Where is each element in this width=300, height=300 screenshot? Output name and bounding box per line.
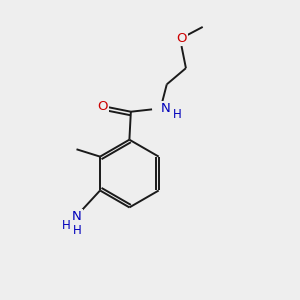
Text: H: H xyxy=(62,219,70,232)
Text: O: O xyxy=(176,32,187,45)
Text: H: H xyxy=(173,108,182,121)
Text: O: O xyxy=(97,100,107,113)
Text: N: N xyxy=(160,102,170,115)
Text: N: N xyxy=(72,211,82,224)
Text: H: H xyxy=(73,224,82,237)
